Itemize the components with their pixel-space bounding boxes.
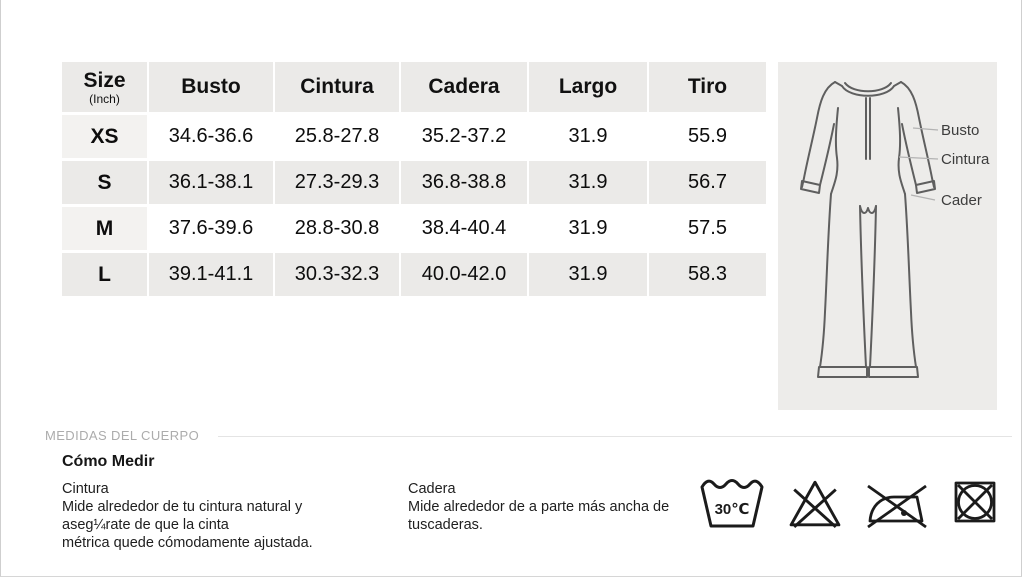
size-table: Size (Inch) Busto Cintura Cadera Largo Tiro … xyxy=(62,62,766,299)
measurement-cell: 30.3-32.3 xyxy=(273,253,399,299)
do-not-iron-icon xyxy=(867,484,927,529)
waist-label: Cintura xyxy=(941,151,990,168)
measurement-cell: 28.8-30.8 xyxy=(273,207,399,253)
waist-pointer-line xyxy=(898,156,939,160)
measurement-cell: 39.1-41.1 xyxy=(147,253,273,299)
size-header-unit: (Inch) xyxy=(89,91,120,106)
measurement-cell: 34.6-36.6 xyxy=(147,115,273,161)
column-header: Largo xyxy=(527,62,647,115)
size-unit-header: Size (Inch) xyxy=(62,62,147,115)
size-header-title: Size xyxy=(83,68,126,92)
measurement-cell: 35.2-37.2 xyxy=(399,115,527,161)
measurement-cell: 27.3-29.3 xyxy=(273,161,399,207)
hip-label: Cader xyxy=(941,192,982,209)
measurement-cell: 37.6-39.6 xyxy=(147,207,273,253)
measurement-cell: 58.3 xyxy=(647,253,766,299)
wash-temperature-label: 30℃ xyxy=(715,501,750,518)
table-row: L 39.1-41.1 30.3-32.3 40.0-42.0 31.9 58.3 xyxy=(62,253,766,299)
bust-label: Busto xyxy=(941,122,979,139)
measurement-cell: 31.9 xyxy=(527,207,647,253)
table-row: S 36.1-38.1 27.3-29.3 36.8-38.8 31.9 56.7 xyxy=(62,161,766,207)
table-row: M 37.6-39.6 28.8-30.8 38.4-40.4 31.9 57.5 xyxy=(62,207,766,253)
section-divider xyxy=(218,436,1012,437)
measurement-cell: 40.0-42.0 xyxy=(399,253,527,299)
column-header: Cadera xyxy=(399,62,527,115)
do-not-tumble-dry-icon xyxy=(954,481,996,523)
measurement-cell: 56.7 xyxy=(647,161,766,207)
waist-instruction-line: Mide alrededor de tu cintura natural y xyxy=(62,499,303,515)
waist-instructions-title: Cintura xyxy=(62,481,109,497)
size-label: M xyxy=(62,207,147,253)
measurement-cell: 31.9 xyxy=(527,253,647,299)
measurement-cell: 38.4-40.4 xyxy=(399,207,527,253)
size-label: S xyxy=(62,161,147,207)
size-label: XS xyxy=(62,115,147,161)
waist-instruction-line: aseg¼rate de que la cinta xyxy=(62,517,229,533)
hip-instruction-line: tuscaderas. xyxy=(408,517,483,533)
hip-instruction-line: Mide alrededor de a parte más ancha de xyxy=(408,499,670,515)
do-not-bleach-icon xyxy=(789,480,841,529)
measurement-cell: 57.5 xyxy=(647,207,766,253)
measurement-cell: 55.9 xyxy=(647,115,766,161)
garment-diagram-panel: Busto Cintura Cader xyxy=(778,62,997,410)
size-table-body: XS 34.6-36.6 25.8-27.8 35.2-37.2 31.9 55.9 S 36… xyxy=(62,115,766,299)
section-label: MEDIDAS DEL CUERPO xyxy=(45,428,200,443)
column-header: Tiro xyxy=(647,62,766,115)
waist-instructions: Cintura Mide alrededor de tu cintura nat… xyxy=(62,480,313,552)
size-table-head-row: Size (Inch) Busto Cintura Cadera Largo Tiro xyxy=(62,62,766,115)
measurement-cell: 25.8-27.8 xyxy=(273,115,399,161)
waist-instruction-line: métrica quede cómodamente ajustada. xyxy=(62,535,313,551)
bust-pointer-line xyxy=(912,127,939,131)
how-to-measure-title: Cómo Medir xyxy=(62,453,155,470)
measurement-cell: 31.9 xyxy=(527,115,647,161)
measurement-cell: 36.8-38.8 xyxy=(399,161,527,207)
care-icons-row: 30℃ xyxy=(700,468,998,536)
hip-instructions-title: Cadera xyxy=(408,481,456,497)
column-header: Busto xyxy=(147,62,273,115)
measurement-cell: 31.9 xyxy=(527,161,647,207)
measurement-cell: 36.1-38.1 xyxy=(147,161,273,207)
wash-30-icon: 30℃ xyxy=(700,479,764,528)
jumpsuit-figure-icon: Busto Cintura Cader xyxy=(800,81,990,378)
hip-instructions: Cadera Mide alrededor de a parte más anc… xyxy=(408,480,669,534)
hip-pointer-line xyxy=(910,194,936,201)
size-label: L xyxy=(62,253,147,299)
column-header: Cintura xyxy=(273,62,399,115)
table-row: XS 34.6-36.6 25.8-27.8 35.2-37.2 31.9 55.9 xyxy=(62,115,766,161)
